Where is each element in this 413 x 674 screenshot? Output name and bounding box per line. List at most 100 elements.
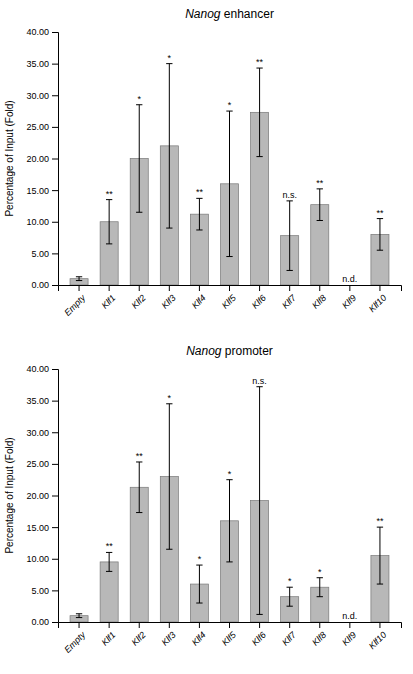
error-stem — [259, 387, 260, 615]
x-tick: Klf2 — [130, 285, 148, 311]
error-bar — [287, 201, 293, 271]
x-axis-line — [59, 623, 402, 629]
error-cap — [136, 212, 142, 213]
y-tick: 15.00 — [26, 186, 58, 196]
annotation: * — [288, 576, 292, 586]
error-cap — [196, 603, 202, 604]
y-tick-mark — [52, 159, 58, 160]
x-tick-mark — [319, 622, 320, 628]
y-tick-label: 5.00 — [31, 249, 49, 259]
y-tick-label: 0.00 — [31, 617, 49, 627]
x-tick-mark — [229, 285, 230, 291]
error-cap — [317, 188, 323, 189]
error-cap — [76, 617, 82, 618]
error-bar — [317, 189, 323, 221]
error-stem — [139, 462, 140, 513]
x-tick: Klf7 — [280, 285, 299, 311]
error-cap — [76, 280, 82, 281]
error-bar — [166, 404, 172, 549]
x-tick: Klf4 — [190, 285, 208, 311]
x-tick: Klf5 — [220, 622, 239, 648]
error-cap — [226, 561, 232, 562]
annotation: ** — [316, 178, 324, 188]
panel: 0.005.0010.0015.0020.0025.0030.0035.0040… — [4, 7, 402, 318]
error-cap — [76, 276, 82, 277]
error-stem — [289, 201, 290, 271]
error-cap — [166, 403, 172, 404]
annotation: n.s. — [282, 190, 297, 200]
error-stem — [259, 68, 260, 157]
error-cap — [287, 270, 293, 271]
annotation: * — [318, 567, 322, 577]
x-tick-label: Klf9 — [340, 630, 358, 648]
y-tick-mark — [52, 222, 58, 223]
y-tick: 30.00 — [26, 428, 58, 438]
y-tick-label: 30.00 — [26, 91, 49, 101]
y-tick: 5.00 — [31, 586, 58, 596]
error-bar — [317, 578, 323, 597]
x-tick: Empty — [62, 622, 87, 655]
y-tick-mark — [52, 432, 58, 433]
annotation: ** — [136, 451, 144, 461]
y-tick-mark — [52, 464, 58, 465]
y-tick-label: 15.00 — [26, 186, 49, 196]
error-stem — [109, 552, 110, 571]
x-axis-line — [59, 286, 402, 292]
y-tick: 10.00 — [26, 217, 58, 227]
x-tick-mark — [349, 622, 350, 628]
x-tick-label: Klf4 — [190, 630, 208, 648]
error-stem — [109, 200, 110, 244]
error-bar — [226, 480, 232, 562]
error-bar — [76, 614, 82, 618]
y-tick-mark — [52, 190, 58, 191]
y-tick: 20.00 — [26, 491, 58, 501]
error-cap — [76, 613, 82, 614]
y-tick-mark — [52, 285, 58, 286]
bar — [341, 622, 359, 623]
x-tick-mark — [139, 285, 140, 291]
x-tick-mark — [199, 622, 200, 628]
error-stem — [199, 198, 200, 230]
x-tick-mark — [139, 622, 140, 628]
y-tick-label: 5.00 — [31, 586, 49, 596]
x-tick-label: Klf8 — [310, 630, 328, 648]
y-tick: 20.00 — [26, 154, 58, 164]
x-tick: Empty — [62, 285, 87, 318]
y-tick: 40.00 — [26, 364, 58, 374]
title-part: Nanog — [185, 7, 221, 21]
error-cap — [377, 527, 383, 528]
y-tick-label: 25.00 — [26, 459, 49, 469]
x-axis: EmptyKlf1Klf2Klf3Klf4Klf5Klf6Klf7Klf8Klf… — [59, 285, 402, 318]
x-tick: Klf6 — [250, 622, 268, 648]
title: Nanog promoter — [186, 344, 273, 358]
error-stem — [169, 64, 170, 228]
x-tick: Klf8 — [310, 285, 328, 311]
error-cap — [287, 606, 293, 607]
y-tick-label: 35.00 — [26, 59, 49, 69]
error-cap — [106, 243, 112, 244]
y-tick-mark — [52, 253, 58, 254]
x-tick-mark — [169, 622, 170, 628]
y-tick-mark — [52, 401, 58, 402]
x-tick-label: Klf1 — [100, 293, 118, 311]
y-tick-label: 40.00 — [26, 27, 49, 37]
x-tick-label: Klf3 — [160, 630, 178, 648]
annotation: ** — [196, 187, 204, 197]
y-tick: 40.00 — [26, 27, 58, 37]
x-tick-label: Klf7 — [280, 629, 299, 648]
error-stem — [169, 404, 170, 549]
y-tick-label: 10.00 — [26, 554, 49, 564]
error-cap — [317, 596, 323, 597]
error-bar — [226, 111, 232, 256]
x-tick-label: Klf10 — [367, 293, 389, 315]
y-axis-line — [52, 370, 59, 623]
x-tick-mark — [289, 622, 290, 628]
error-cap — [226, 256, 232, 257]
x-tick-mark — [289, 285, 290, 291]
error-cap — [287, 200, 293, 201]
x-tick-label: Klf7 — [280, 292, 299, 311]
error-cap — [287, 587, 293, 588]
error-bar — [136, 105, 142, 213]
y-tick-mark — [52, 559, 58, 560]
x-tick-label: Klf1 — [100, 630, 118, 648]
